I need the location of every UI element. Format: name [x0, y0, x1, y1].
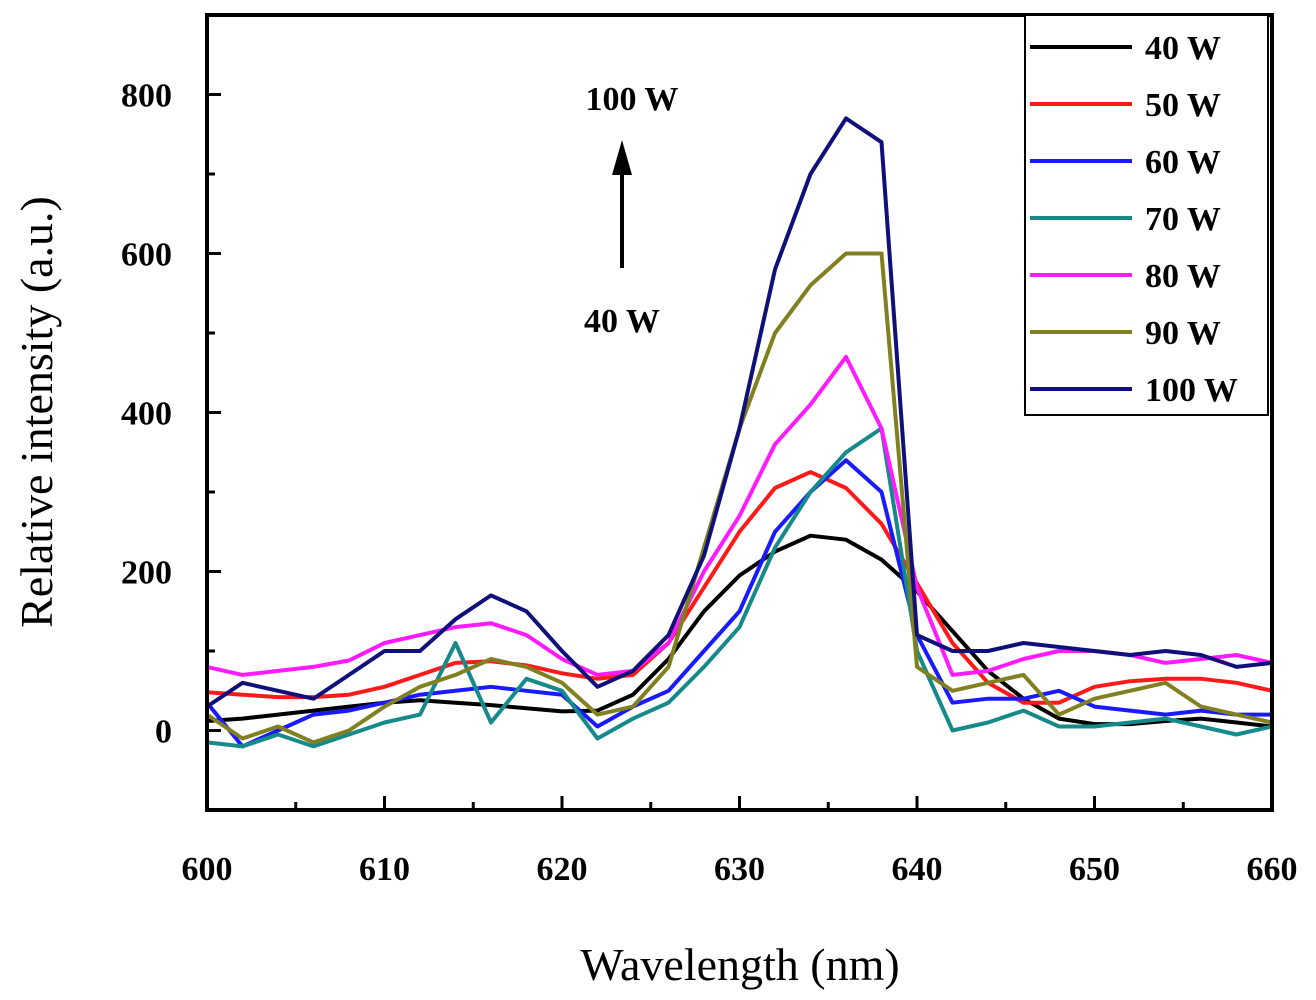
annotation-bottom: 40 W [584, 303, 660, 340]
series-line-100w [205, 116, 1273, 709]
annotation-top: 100 W [586, 81, 679, 118]
legend-label: 60 W [1145, 144, 1221, 181]
legend: 40 W 50 W 60 W 70 W 80 W 90 W 100 W [1024, 14, 1269, 416]
y-tick-label: 600 [121, 237, 172, 274]
y-tick-label: 200 [121, 555, 172, 592]
y-tick-label: 400 [121, 396, 172, 433]
legend-label: 80 W [1145, 258, 1221, 295]
series-line-70w [206, 426, 1273, 749]
x-axis-title: Wavelength (nm) [580, 939, 899, 990]
y-tick-label: 0 [155, 714, 172, 751]
plot-lines [205, 116, 1273, 749]
series-line-40w [206, 533, 1273, 729]
legend-label: 100 W [1145, 372, 1238, 409]
x-tick-label: 650 [1069, 851, 1120, 888]
x-tick-label: 640 [892, 851, 943, 888]
legend-label: 70 W [1145, 201, 1221, 238]
x-tick-label: 620 [537, 851, 588, 888]
x-tick-label: 610 [359, 851, 410, 888]
x-tick-label: 660 [1247, 851, 1298, 888]
legend-label: 50 W [1145, 87, 1221, 124]
series-line-50w [206, 470, 1273, 705]
legend-label: 40 W [1145, 30, 1221, 67]
y-tick-label: 800 [121, 78, 172, 115]
series-line-60w [205, 458, 1272, 749]
x-tick-label: 600 [182, 851, 233, 888]
y-axis-title: Relative intensity (a.u.) [11, 196, 62, 628]
arrow-up-icon [612, 140, 632, 268]
axis-ticks: 600 610 620 630 640 650 660 0 200 400 600 800 [121, 13, 1298, 888]
x-tick-label: 630 [714, 851, 765, 888]
legend-label: 90 W [1145, 315, 1221, 352]
